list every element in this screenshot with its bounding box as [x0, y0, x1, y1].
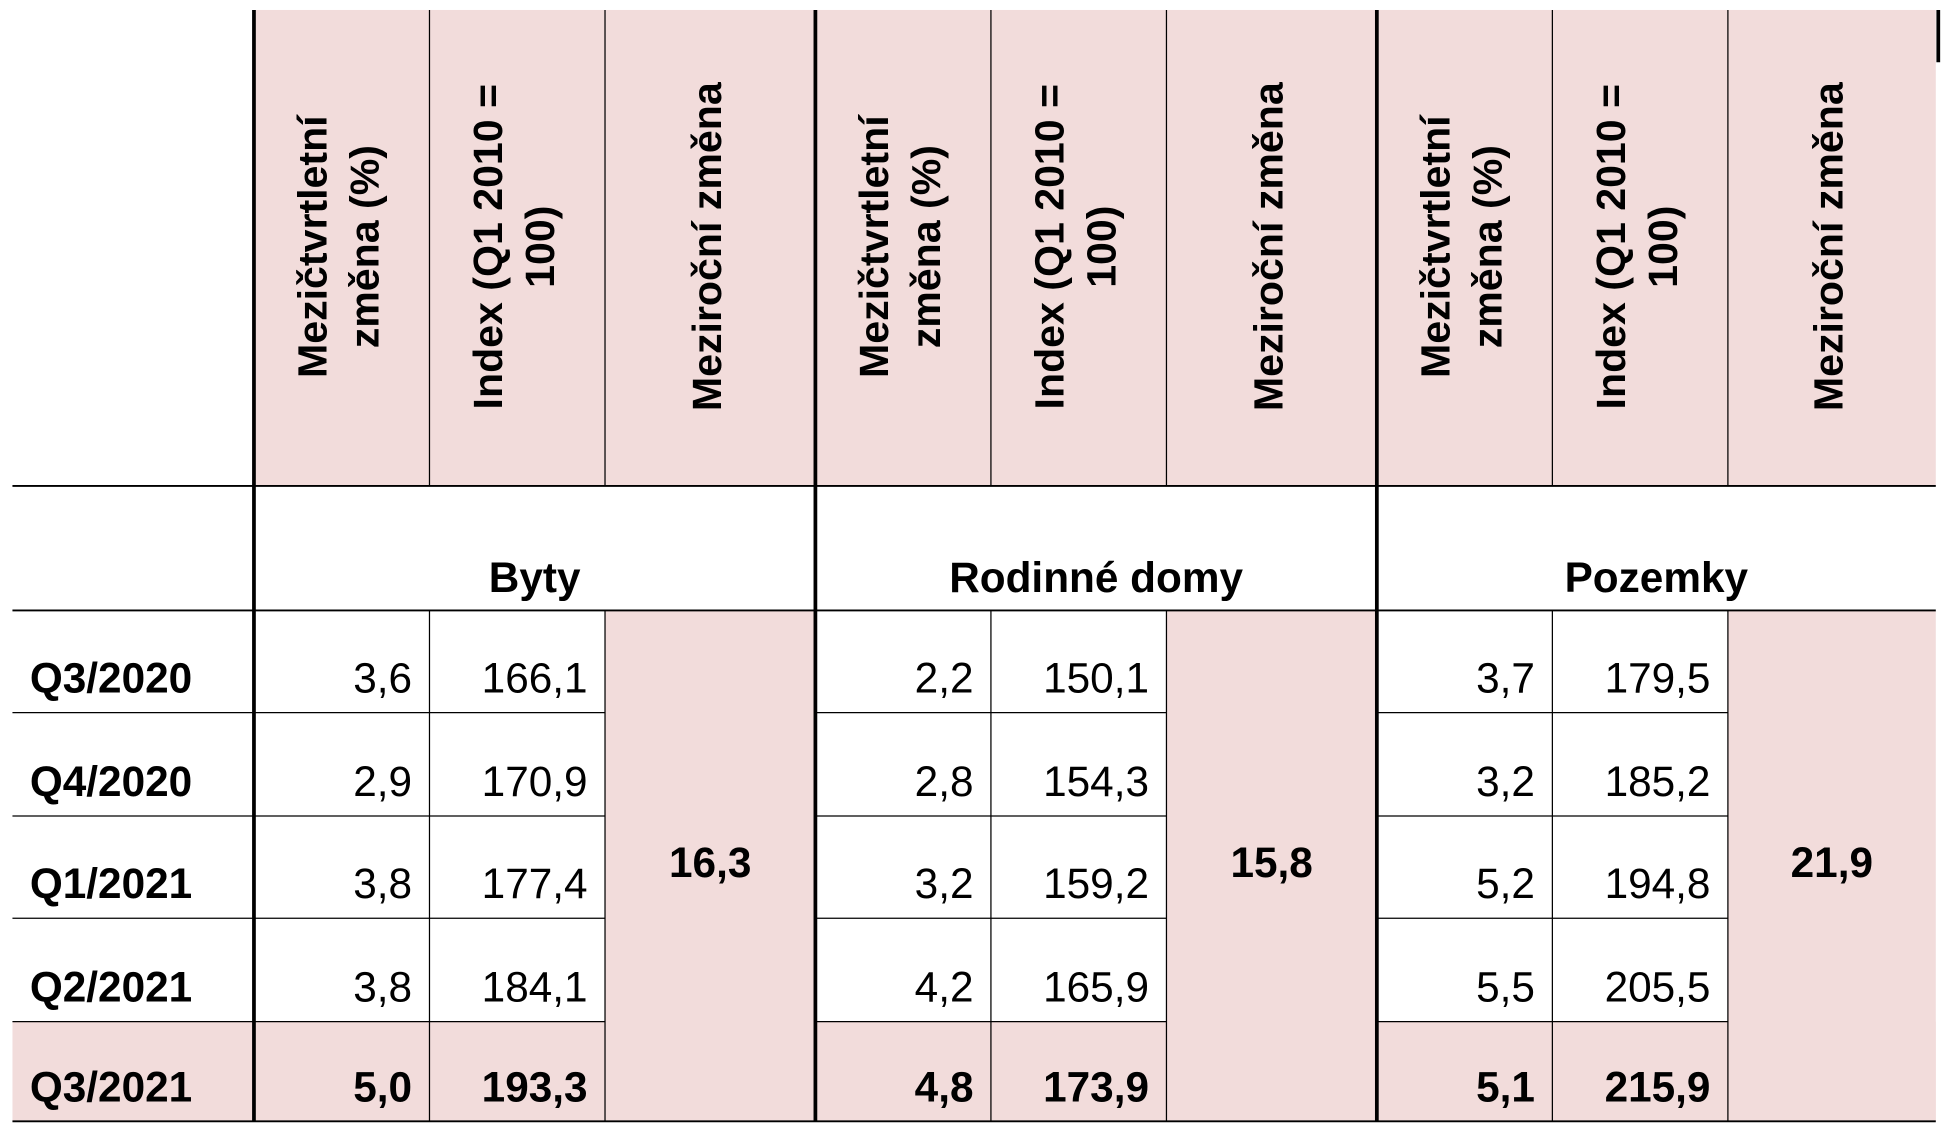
column-header: Mezičtvrtletní — [851, 114, 897, 378]
column-header: změna (%) — [1465, 145, 1511, 348]
cell: 3,2 — [1476, 758, 1535, 805]
cell: 3,8 — [353, 860, 412, 907]
row-label: Q3/2021 — [30, 1063, 192, 1110]
yearly-bg — [1166, 610, 1377, 1122]
cell: 3,2 — [915, 860, 974, 907]
cell: 170,9 — [482, 758, 588, 805]
cell: 205,5 — [1605, 964, 1711, 1011]
cell: 194,8 — [1605, 860, 1711, 907]
column-header: Index (Q1 2010 = — [1026, 84, 1072, 410]
cell: 159,2 — [1043, 860, 1149, 907]
yearly-change: 15,8 — [1230, 839, 1312, 886]
cell: 165,9 — [1043, 964, 1149, 1011]
column-header: Mezičtvrtletní — [289, 114, 335, 378]
group-label: Rodinné domy — [949, 554, 1243, 601]
column-header: změna (%) — [903, 145, 949, 348]
column-header: Meziroční změna — [684, 81, 730, 411]
cell: 166,1 — [482, 655, 588, 702]
yearly-change: 16,3 — [669, 839, 751, 886]
row-label: Q2/2021 — [30, 964, 192, 1011]
cell: 173,9 — [1043, 1063, 1149, 1110]
group-label: Pozemky — [1565, 554, 1749, 601]
column-header: Mezičtvrtletní — [1412, 114, 1458, 378]
header-bg — [253, 9, 1936, 486]
yearly-bg — [605, 610, 816, 1122]
cell: 184,1 — [482, 964, 588, 1011]
cell: 177,4 — [482, 860, 588, 907]
cell: 2,9 — [353, 758, 412, 805]
cell: 4,2 — [915, 964, 974, 1011]
cell: 2,2 — [915, 655, 974, 702]
column-header: Meziroční změna — [1246, 81, 1292, 411]
cell: 4,8 — [915, 1063, 974, 1110]
column-header: Index (Q1 2010 = — [1588, 84, 1634, 410]
column-header: Meziroční změna — [1806, 81, 1852, 411]
cell: 215,9 — [1605, 1063, 1711, 1110]
column-header: 100) — [1640, 206, 1686, 288]
yearly-bg — [1727, 610, 1936, 1122]
cell: 5,0 — [353, 1063, 412, 1110]
column-header: Index (Q1 2010 = — [465, 84, 511, 410]
yearly-change: 21,9 — [1791, 839, 1873, 886]
cell: 154,3 — [1043, 758, 1149, 805]
cell: 5,1 — [1476, 1063, 1535, 1110]
row-label: Q4/2020 — [30, 758, 192, 805]
column-header: 100) — [517, 206, 563, 288]
row-label: Q1/2021 — [30, 860, 192, 907]
last-row-bg — [12, 1021, 1936, 1122]
column-header: 100) — [1079, 206, 1125, 288]
cell: 3,6 — [353, 655, 412, 702]
cell: 150,1 — [1043, 655, 1149, 702]
row-label: Q3/2020 — [30, 655, 192, 702]
cell: 3,7 — [1476, 655, 1535, 702]
cell: 193,3 — [482, 1063, 588, 1110]
group-label: Byty — [489, 554, 581, 601]
column-header: změna (%) — [342, 145, 388, 348]
cell: 5,2 — [1476, 860, 1535, 907]
cell: 2,8 — [915, 758, 974, 805]
cell: 3,8 — [353, 964, 412, 1011]
cell: 5,5 — [1476, 964, 1535, 1011]
cell: 179,5 — [1605, 655, 1711, 702]
cell: 185,2 — [1605, 758, 1711, 805]
